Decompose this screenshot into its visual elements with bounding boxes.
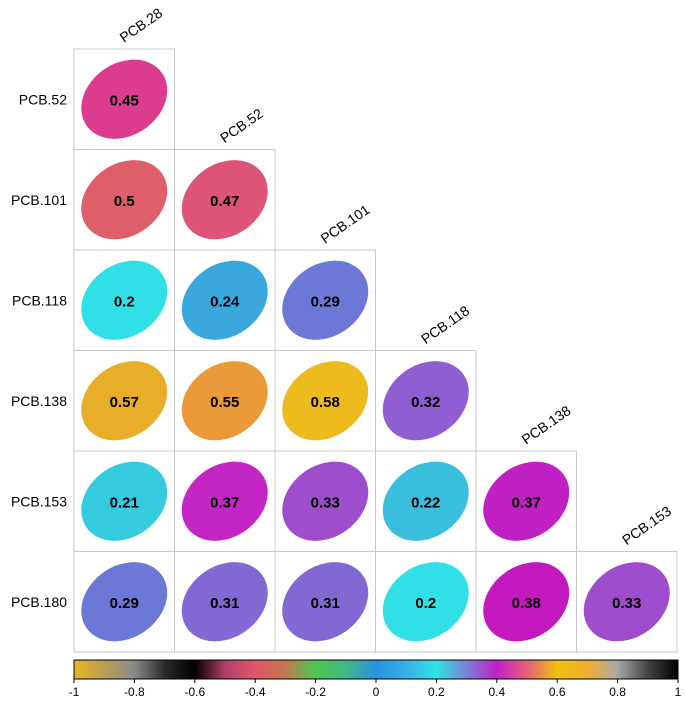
row-labels: PCB.52 PCB.101 PCB.118 PCB.138 PCB.153 PCB.18…: [11, 91, 67, 610]
colorbar: -1 -0.8 -0.6 -0.4 -0.2 0 0.2 0.4 0.6 0.8 1: [69, 659, 682, 699]
cell: 0.37: [475, 450, 577, 552]
correlation-ellipse: [81, 461, 168, 541]
colorbar-tick-label: 0.2: [428, 685, 445, 699]
column-label: PCB.153: [619, 503, 674, 548]
correlation-ellipse: [583, 562, 670, 642]
cell: 0.5: [73, 149, 175, 251]
colorbar-tick-label: -1: [69, 685, 80, 699]
correlation-ellipse: [81, 160, 168, 240]
correlation-value: 0.31: [311, 595, 340, 612]
correlation-value: 0.2: [415, 595, 436, 612]
correlation-ellipse: [81, 361, 168, 441]
correlation-value: 0.24: [210, 293, 240, 310]
correlation-ellipse: [181, 461, 268, 541]
correlation-value: 0.31: [210, 595, 239, 612]
row-label: PCB.153: [11, 493, 67, 509]
cell: 0.31: [274, 551, 376, 653]
correlation-value: 0.2: [114, 293, 135, 310]
cell: 0.57: [73, 350, 175, 452]
correlation-value: 0.37: [210, 494, 239, 511]
colorbar-tick-label: 0.8: [609, 685, 626, 699]
cell: 0.2: [375, 551, 477, 653]
correlation-value: 0.58: [311, 394, 340, 411]
correlation-ellipse: [483, 562, 570, 642]
cell: 0.38: [475, 551, 577, 653]
colorbar-tick-label: 0: [373, 685, 380, 699]
correlation-ellipse: [81, 260, 168, 340]
correlation-ellipse: [282, 260, 369, 340]
correlation-value: 0.55: [210, 394, 239, 411]
colorbar-bar: [73, 659, 679, 680]
correlation-value: 0.33: [612, 595, 641, 612]
cell: 0.21: [73, 450, 175, 552]
correlation-ellipse: [382, 461, 469, 541]
colorbar-tick-label: -0.2: [305, 685, 326, 699]
correlation-ellipse: [483, 461, 570, 541]
correlation-value: 0.47: [210, 193, 239, 210]
cell-grid: 0.45 0.5 0.47 0.2 0.24 0.29 0.57 0.55 0.58 0.32 0.…: [73, 48, 678, 653]
correlation-value: 0.22: [411, 494, 440, 511]
correlation-value: 0.45: [110, 92, 139, 109]
correlation-value: 0.29: [311, 293, 340, 310]
column-label: PCB.138: [519, 402, 574, 447]
colorbar-tick-label: -0.4: [245, 685, 266, 699]
cell: 0.33: [576, 551, 678, 653]
row-label: PCB.52: [19, 91, 67, 107]
correlation-value: 0.38: [512, 595, 541, 612]
correlation-ellipse: [181, 260, 268, 340]
correlation-ellipse: [181, 160, 268, 240]
row-label: PCB.138: [11, 393, 67, 409]
correlation-value: 0.37: [512, 494, 541, 511]
column-label: PCB.52: [217, 105, 266, 146]
correlation-ellipse: [382, 361, 469, 441]
colorbar-tick-label: 0.6: [549, 685, 566, 699]
column-label: PCB.118: [418, 302, 472, 347]
cell: 0.29: [73, 551, 175, 653]
cell: 0.24: [174, 249, 276, 351]
cell: 0.22: [375, 450, 477, 552]
cell: 0.45: [73, 48, 175, 150]
row-label: PCB.180: [11, 594, 67, 610]
colorbar-tick-label: 0.4: [488, 685, 505, 699]
cell: 0.55: [174, 350, 276, 452]
colorbar-tick-label: -0.8: [124, 685, 145, 699]
correlation-ellipse: [282, 562, 369, 642]
colorbar-tick-label: 1: [675, 685, 682, 699]
column-label: PCB.28: [117, 5, 166, 46]
correlation-ellipse: [81, 562, 168, 642]
correlation-value: 0.5: [114, 193, 135, 210]
row-label: PCB.118: [12, 292, 67, 308]
correlation-ellipse: [282, 361, 369, 441]
correlation-value: 0.21: [110, 494, 139, 511]
cell: 0.31: [174, 551, 276, 653]
cell: 0.29: [274, 249, 376, 351]
column-label: PCB.101: [318, 201, 373, 246]
correlation-ellipse: [181, 361, 268, 441]
colorbar-tick-label: -0.6: [184, 685, 205, 699]
correlation-ellipse: [181, 562, 268, 642]
row-label: PCB.101: [11, 192, 67, 208]
correlation-ellipse: [382, 562, 469, 642]
correlation-ellipse: [282, 461, 369, 541]
correlation-value: 0.57: [110, 394, 139, 411]
cell: 0.47: [174, 149, 276, 251]
cell: 0.2: [73, 249, 175, 351]
cell: 0.32: [375, 350, 477, 452]
cell: 0.37: [174, 450, 276, 552]
correlation-ellipse: [81, 59, 168, 139]
cell: 0.58: [274, 350, 376, 452]
correlation-value: 0.33: [311, 494, 340, 511]
correlation-value: 0.32: [411, 394, 440, 411]
correlation-value: 0.29: [110, 595, 139, 612]
cell: 0.33: [274, 450, 376, 552]
